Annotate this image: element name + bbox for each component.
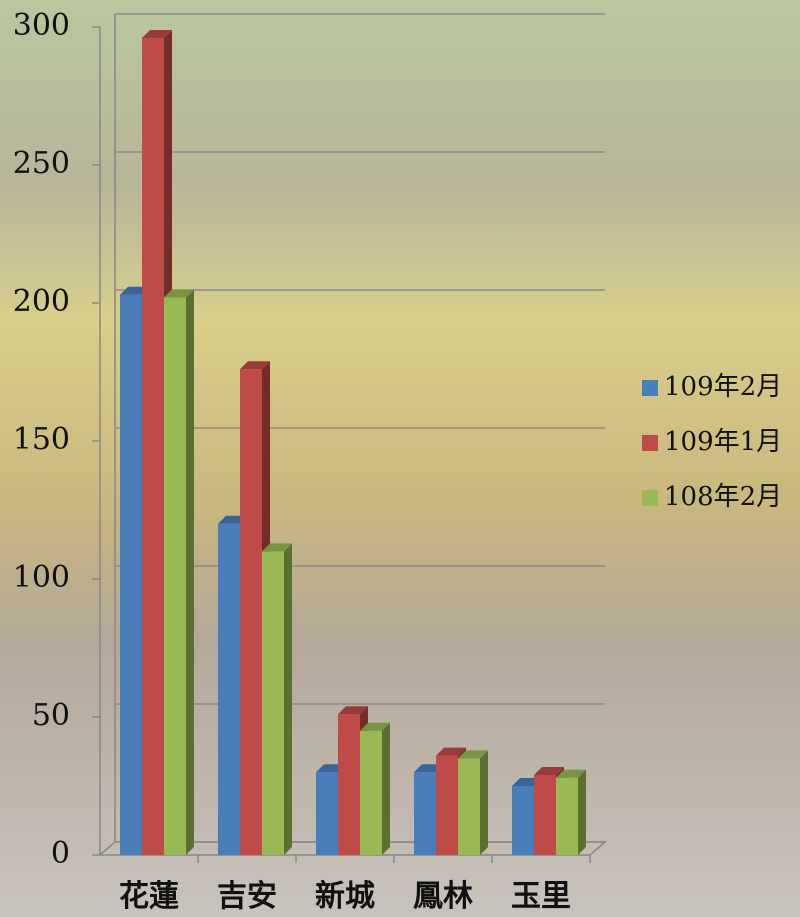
bar-front: [164, 297, 186, 856]
bar-top: [360, 722, 390, 731]
bar: [262, 543, 292, 855]
bar-front: [534, 774, 556, 855]
legend-swatch: [642, 380, 658, 396]
bar-top: [534, 766, 564, 775]
bar: [360, 722, 390, 855]
bar-front: [262, 551, 284, 855]
x-tick-label: 玉里: [511, 879, 571, 914]
bar-front: [458, 758, 480, 855]
bar-side: [578, 769, 586, 855]
bar-front: [218, 523, 240, 855]
bar-front: [436, 755, 458, 855]
bar-side: [284, 543, 292, 855]
legend-swatch: [642, 435, 658, 451]
bar-top: [142, 30, 172, 39]
y-tick-label: 150: [13, 422, 70, 457]
bar: [164, 289, 194, 856]
legend-label: 109年1月: [664, 427, 782, 457]
bar-front: [512, 786, 534, 855]
bar-side: [186, 289, 194, 856]
legend-label: 109年2月: [664, 372, 782, 402]
bar-front: [414, 772, 436, 855]
bar-top: [338, 706, 368, 715]
y-tick-label: 200: [13, 284, 70, 319]
bar-top: [164, 289, 194, 298]
bar: [556, 769, 586, 855]
y-tick-label: 100: [13, 560, 70, 595]
bar-front: [316, 772, 338, 855]
bar-front: [556, 777, 578, 855]
y-tick-label: 50: [32, 698, 70, 733]
bar-top: [240, 361, 270, 370]
bar: [458, 750, 488, 855]
legend-swatch: [642, 490, 658, 506]
bar-front: [360, 730, 382, 855]
bar-top: [458, 750, 488, 759]
y-tick-label: 250: [13, 146, 70, 181]
bar-side: [480, 750, 488, 855]
x-tick-label: 花蓮: [119, 879, 179, 914]
legend-label: 108年2月: [664, 482, 782, 512]
bar-top: [556, 769, 586, 778]
bar-front: [338, 714, 360, 855]
y-tick-label: 300: [13, 8, 70, 43]
x-tick-label: 吉安: [217, 879, 277, 914]
bar-front: [142, 38, 164, 856]
bar-top: [436, 747, 466, 756]
bar-side: [382, 722, 390, 855]
bar-front: [120, 294, 142, 856]
y-tick-label: 0: [51, 836, 70, 871]
bar-top: [262, 543, 292, 552]
x-tick-label: 新城: [315, 879, 375, 914]
bar-front: [240, 369, 262, 855]
x-tick-label: 鳳林: [413, 879, 473, 914]
